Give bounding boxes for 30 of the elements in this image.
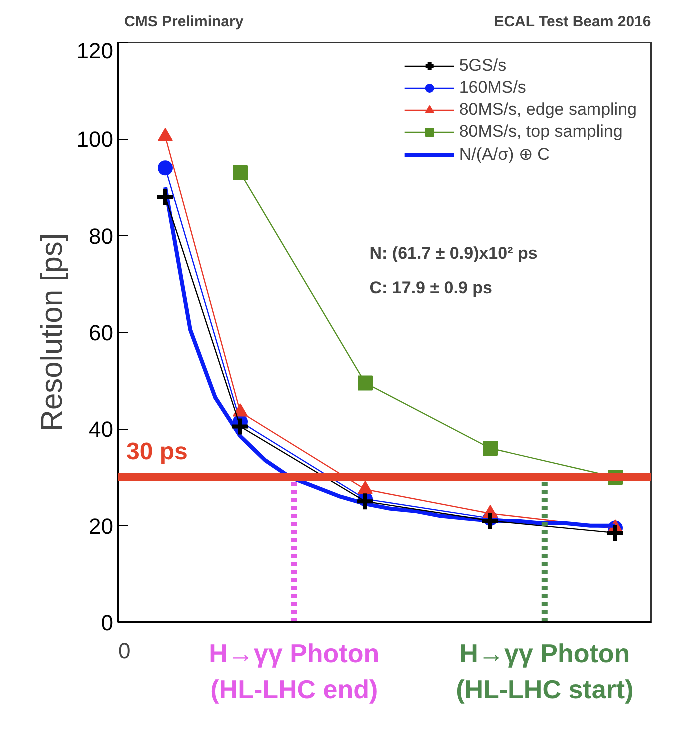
- point: [233, 166, 248, 180]
- annotation: N: (61.7 ± 0.9)x10² ps: [370, 244, 538, 263]
- y-axis-title: Resolution [ps]: [36, 233, 69, 432]
- point: [158, 160, 173, 176]
- text: H→γγ Photon (HL-LHC end): [209, 638, 380, 704]
- y-tick-label: 40: [89, 417, 114, 442]
- legend-label: 160MS/s: [459, 78, 526, 98]
- point: [156, 187, 176, 208]
- chart-title: CMS Preliminary: [124, 14, 244, 30]
- y-tick-label: 80: [89, 224, 114, 249]
- y-tick-label: 60: [89, 320, 114, 346]
- annotation: C: 17.9 ± 0.9 ps: [370, 278, 492, 298]
- legend-label: 5GS/s: [459, 56, 507, 76]
- y-tick-label: 100: [76, 127, 114, 152]
- point: [606, 523, 626, 544]
- point: [356, 492, 376, 512]
- point: [230, 416, 250, 437]
- y-tick-label: 120: [76, 38, 114, 64]
- text: H→γγ Photon (HL-LHC start): [456, 638, 634, 704]
- point: [480, 511, 500, 531]
- text: 0: [118, 638, 131, 664]
- point: [483, 441, 498, 456]
- legend-label: 80MS/s, edge sampling: [459, 100, 637, 120]
- legend-label: N/(A/σ) ⊕ C: [459, 144, 550, 165]
- chart-subtitle: ECAL Test Beam 2016: [494, 14, 652, 30]
- point: [358, 376, 373, 391]
- ref-line-label: 30 ps: [126, 438, 188, 466]
- legend-label: 80MS/s, top sampling: [459, 122, 623, 142]
- y-tick-label: 20: [89, 514, 114, 539]
- y-tick-label: 0: [101, 610, 114, 636]
